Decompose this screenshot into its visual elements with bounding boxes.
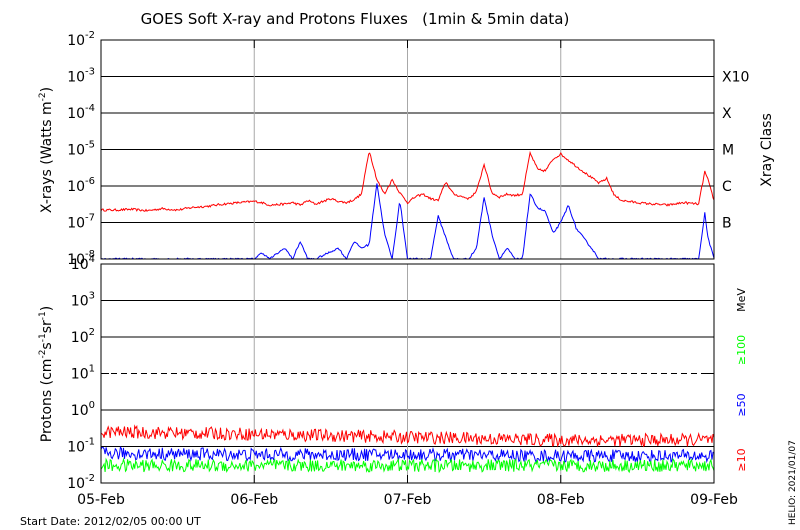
x-tick-label: 08-Feb (537, 492, 585, 508)
x-axis-ticks: 05-Feb 06-Feb 07-Feb 08-Feb 09-Feb (77, 40, 738, 508)
x-tick-label: 05-Feb (77, 492, 125, 508)
xray-class-axis-label: Xray Class (759, 113, 775, 187)
start-date: Start Date: 2012/02/05 00:00 UT (20, 515, 201, 528)
y-tick-label: 10-2 (67, 473, 95, 492)
y-tick-label: 10-3 (67, 67, 95, 86)
y-tick-label: 103 (71, 291, 95, 310)
y-tick-base: 10 (71, 330, 89, 346)
y-tick-exp: 4 (89, 254, 95, 265)
energy-label: ≥10 (735, 448, 748, 471)
xray-y-ticks: 10-810-710-610-510-410-310-2 (67, 30, 714, 268)
y-tick-base: 10 (71, 367, 89, 383)
x-tick-label: 09-Feb (690, 492, 738, 508)
y-tick-exp: -7 (85, 213, 95, 224)
y-tick-exp: -1 (85, 437, 95, 448)
y-tick-base: 10 (71, 294, 89, 310)
xray-ylabel-close: ) (39, 87, 55, 92)
y-tick-base: 10 (71, 257, 89, 273)
y-tick-base: 10 (67, 33, 85, 49)
xray-class-ticks: B C M X X10 (722, 70, 749, 232)
xray-class-label: X10 (722, 70, 749, 86)
energy-label: MeV (735, 288, 748, 312)
proton-series (100, 424, 715, 474)
y-tick-exp: 1 (89, 364, 95, 375)
proton-ylabel-main: Protons (cm (39, 359, 55, 443)
y-tick-base: 10 (71, 403, 89, 419)
proton-energy-labels: MeV ≥100 ≥50 ≥10 (735, 288, 748, 472)
xray-y-axis-label: X-rays (Watts m-2) (38, 87, 55, 213)
y-tick-exp: -8 (85, 249, 95, 260)
x-tick-label: 06-Feb (230, 492, 278, 508)
chart-title: GOES Soft X-ray and Protons Fluxes (1min… (141, 10, 570, 28)
y-tick-label: 10-8 (67, 249, 95, 268)
y-tick-base: 10 (67, 440, 85, 456)
xray-class-label: B (722, 216, 732, 232)
series-line (100, 150, 715, 212)
y-tick-label: 102 (71, 327, 95, 346)
xray-class-label: C (722, 179, 732, 195)
credit-label: HELIO: 2021/01/07 (788, 440, 798, 525)
y-tick-label: 10-6 (67, 176, 95, 195)
y-tick-label: 10-5 (67, 140, 95, 159)
series-line (100, 424, 715, 448)
series-line (100, 446, 715, 464)
y-tick-label: 10-1 (67, 437, 95, 456)
y-tick-base: 10 (67, 106, 85, 122)
y-tick-exp: -5 (85, 140, 95, 151)
y-tick-base: 10 (67, 252, 85, 268)
y-tick-base: 10 (67, 143, 85, 159)
y-tick-base: 10 (67, 476, 85, 492)
y-tick-exp: 3 (89, 291, 95, 302)
y-tick-base: 10 (67, 179, 85, 195)
series-line (100, 457, 715, 474)
y-tick-label: 104 (71, 254, 95, 273)
y-tick-exp: 0 (89, 400, 95, 411)
xray-ylabel-exp: -2 (38, 92, 48, 101)
proton-ylabel-exp1: -2 (38, 350, 48, 359)
y-tick-exp: -4 (85, 103, 95, 114)
proton-y-axis-label: Protons (cm-2s-1sr-1) (38, 306, 55, 442)
energy-label: ≥50 (735, 393, 748, 416)
y-tick-exp: 2 (89, 327, 95, 338)
y-tick-label: 10-4 (67, 103, 95, 122)
proton-grid (101, 264, 714, 483)
y-tick-label: 10-2 (67, 30, 95, 49)
xray-grid (101, 40, 714, 259)
proton-ylabel-mid1: s (39, 342, 55, 349)
y-tick-label: 101 (71, 364, 95, 383)
energy-label: ≥100 (735, 335, 748, 365)
y-tick-label: 10-7 (67, 213, 95, 232)
y-tick-base: 10 (67, 216, 85, 232)
proton-ylabel-mid2: sr (39, 320, 55, 333)
y-tick-label: 100 (71, 400, 95, 419)
proton-ylabel-close: ) (39, 306, 55, 311)
proton-ylabel-exp3: -1 (38, 311, 48, 320)
proton-ylabel-exp2: -1 (38, 333, 48, 342)
y-tick-exp: -3 (85, 67, 95, 78)
y-tick-exp: -6 (85, 176, 95, 187)
xray-class-label: M (722, 143, 734, 159)
xray-class-label: X (722, 106, 732, 122)
y-tick-exp: -2 (85, 30, 95, 41)
y-tick-base: 10 (67, 70, 85, 86)
x-tick-label: 07-Feb (384, 492, 432, 508)
y-tick-exp: -2 (85, 473, 95, 484)
xray-ylabel-main: X-rays (Watts m (39, 101, 55, 213)
